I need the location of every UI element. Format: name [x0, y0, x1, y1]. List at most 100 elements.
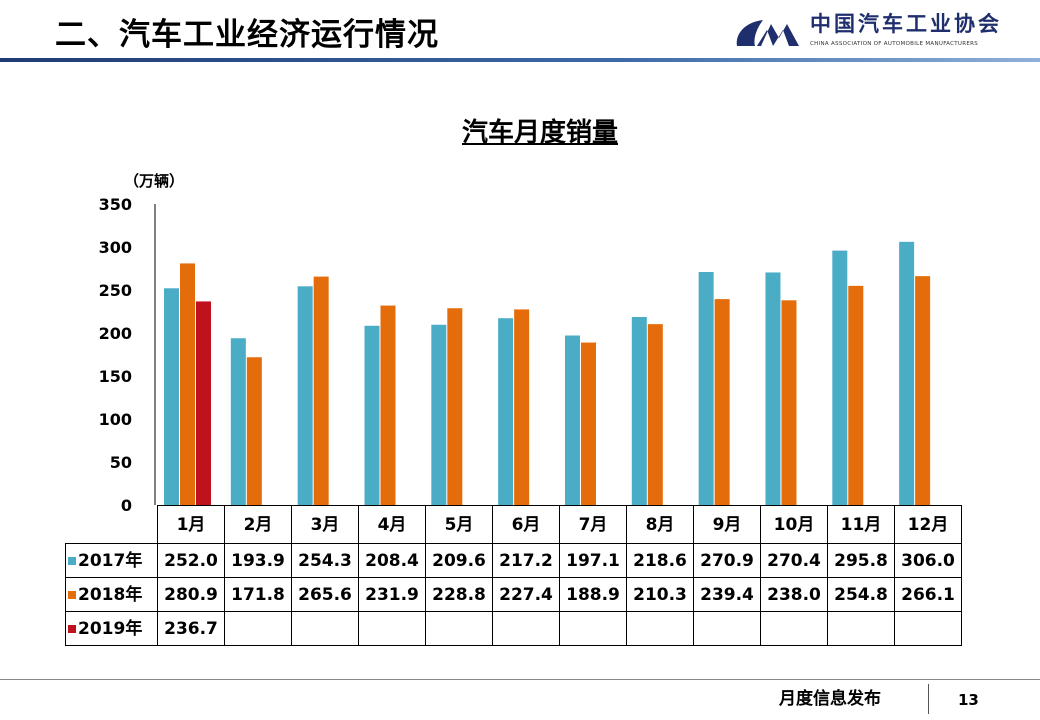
bar-2018年-9月	[714, 299, 730, 505]
y-tick-label: 250	[99, 281, 132, 300]
bar-2018年-7月	[580, 342, 596, 505]
table-cell: 239.4	[693, 577, 761, 612]
legend-label: 2017年	[78, 550, 143, 571]
month-header: 2月	[224, 505, 292, 544]
bar-2018年-11月	[848, 285, 864, 505]
logo-text-cn: 中国汽车工业协会	[810, 12, 1002, 36]
table-cell: 217.2	[492, 543, 560, 578]
footer-text: 月度信息发布	[779, 689, 881, 709]
table-cell: 254.8	[827, 577, 895, 612]
y-tick-label: 100	[99, 410, 132, 429]
month-header: 1月	[157, 505, 225, 544]
table-cell: 254.3	[291, 543, 359, 578]
legend-swatch-icon	[68, 590, 76, 599]
month-header: 5月	[425, 505, 493, 544]
bar-2017年-8月	[631, 317, 647, 505]
y-tick-label: 300	[99, 238, 132, 257]
table-cell	[760, 611, 828, 646]
footer-separator	[928, 684, 929, 714]
y-tick-label: 200	[99, 324, 132, 343]
caam-logo-icon	[736, 20, 799, 46]
month-header: 6月	[492, 505, 560, 544]
header-divider	[0, 58, 1040, 62]
table-cell	[693, 611, 761, 646]
table-cell: 231.9	[358, 577, 426, 612]
bar-2017年-11月	[832, 250, 848, 505]
table-cell: 295.8	[827, 543, 895, 578]
table-cell	[626, 611, 694, 646]
table-cell: 270.4	[760, 543, 828, 578]
table-cell: 227.4	[492, 577, 560, 612]
y-tick-label: 0	[121, 496, 132, 515]
table-cell: 218.6	[626, 543, 694, 578]
table-cell: 188.9	[559, 577, 627, 612]
bar-2019年-1月	[196, 301, 211, 505]
table-cell	[425, 611, 493, 646]
bar-2017年-3月	[297, 286, 313, 505]
table-cell	[358, 611, 426, 646]
y-tick-label: 150	[99, 367, 132, 386]
month-header: 7月	[559, 505, 627, 544]
bar-2017年-6月	[498, 318, 514, 505]
bar-2017年-12月	[899, 241, 915, 505]
page-number: 13	[958, 691, 979, 709]
month-header: 12月	[894, 505, 962, 544]
table-cell	[291, 611, 359, 646]
bar-2018年-12月	[915, 276, 931, 505]
bar-2017年-9月	[698, 272, 714, 505]
month-header: 3月	[291, 505, 359, 544]
bar-2017年-10月	[765, 272, 781, 505]
table-cell	[827, 611, 895, 646]
y-tick-label: 350	[99, 195, 132, 214]
legend-swatch-icon	[68, 624, 76, 633]
bar-2018年-3月	[313, 276, 329, 505]
logo-text-en: CHINA ASSOCIATION OF AUTOMOBILE MANUFACT…	[810, 41, 979, 47]
chart-title: 汽车月度销量	[461, 118, 618, 148]
table-cell: 208.4	[358, 543, 426, 578]
bar-2018年-8月	[647, 324, 663, 505]
bar-2018年-5月	[447, 308, 463, 505]
bar-2017年-2月	[230, 338, 246, 505]
y-tick-label: 50	[110, 453, 132, 472]
table-cell: 265.6	[291, 577, 359, 612]
table-cell: 252.0	[157, 543, 225, 578]
month-header: 10月	[760, 505, 828, 544]
bar-2018年-4月	[380, 305, 396, 505]
legend-2019年: 2019年	[65, 611, 158, 646]
table-cell: 236.7	[157, 611, 225, 646]
table-cell	[224, 611, 292, 646]
legend-label: 2019年	[78, 618, 143, 639]
legend-2018年: 2018年	[65, 577, 158, 612]
legend-swatch-icon	[68, 556, 76, 565]
table-cell: 210.3	[626, 577, 694, 612]
bar-2018年-6月	[514, 309, 530, 505]
table-cell: 270.9	[693, 543, 761, 578]
bar-2018年-10月	[781, 300, 797, 505]
table-cell: 209.6	[425, 543, 493, 578]
table-cell: 197.1	[559, 543, 627, 578]
legend-label: 2018年	[78, 584, 143, 605]
bar-2018年-1月	[180, 263, 195, 505]
month-header: 8月	[626, 505, 694, 544]
y-axis-label: （万辆）	[124, 172, 184, 190]
table-corner	[66, 506, 158, 544]
bar-2017年-4月	[364, 325, 380, 505]
table-cell: 238.0	[760, 577, 828, 612]
bar-2018年-2月	[246, 357, 262, 505]
bar-2017年-1月	[164, 288, 179, 505]
month-header: 4月	[358, 505, 426, 544]
table-cell: 280.9	[157, 577, 225, 612]
table-cell: 171.8	[224, 577, 292, 612]
page-title: 二、汽车工业经济运行情况	[55, 17, 439, 53]
bar-2017年-7月	[564, 335, 580, 505]
table-cell: 228.8	[425, 577, 493, 612]
footer-divider	[0, 679, 1040, 680]
data-table: 1月 2月 3月 4月 5月 6月 7月 8月 9月 10月 11月 12月 2017年 252.0 19…	[65, 505, 962, 646]
table-cell	[559, 611, 627, 646]
table-cell	[894, 611, 962, 646]
month-header: 9月	[693, 505, 761, 544]
table-cell	[492, 611, 560, 646]
table-cell: 266.1	[894, 577, 962, 612]
month-header: 11月	[827, 505, 895, 544]
